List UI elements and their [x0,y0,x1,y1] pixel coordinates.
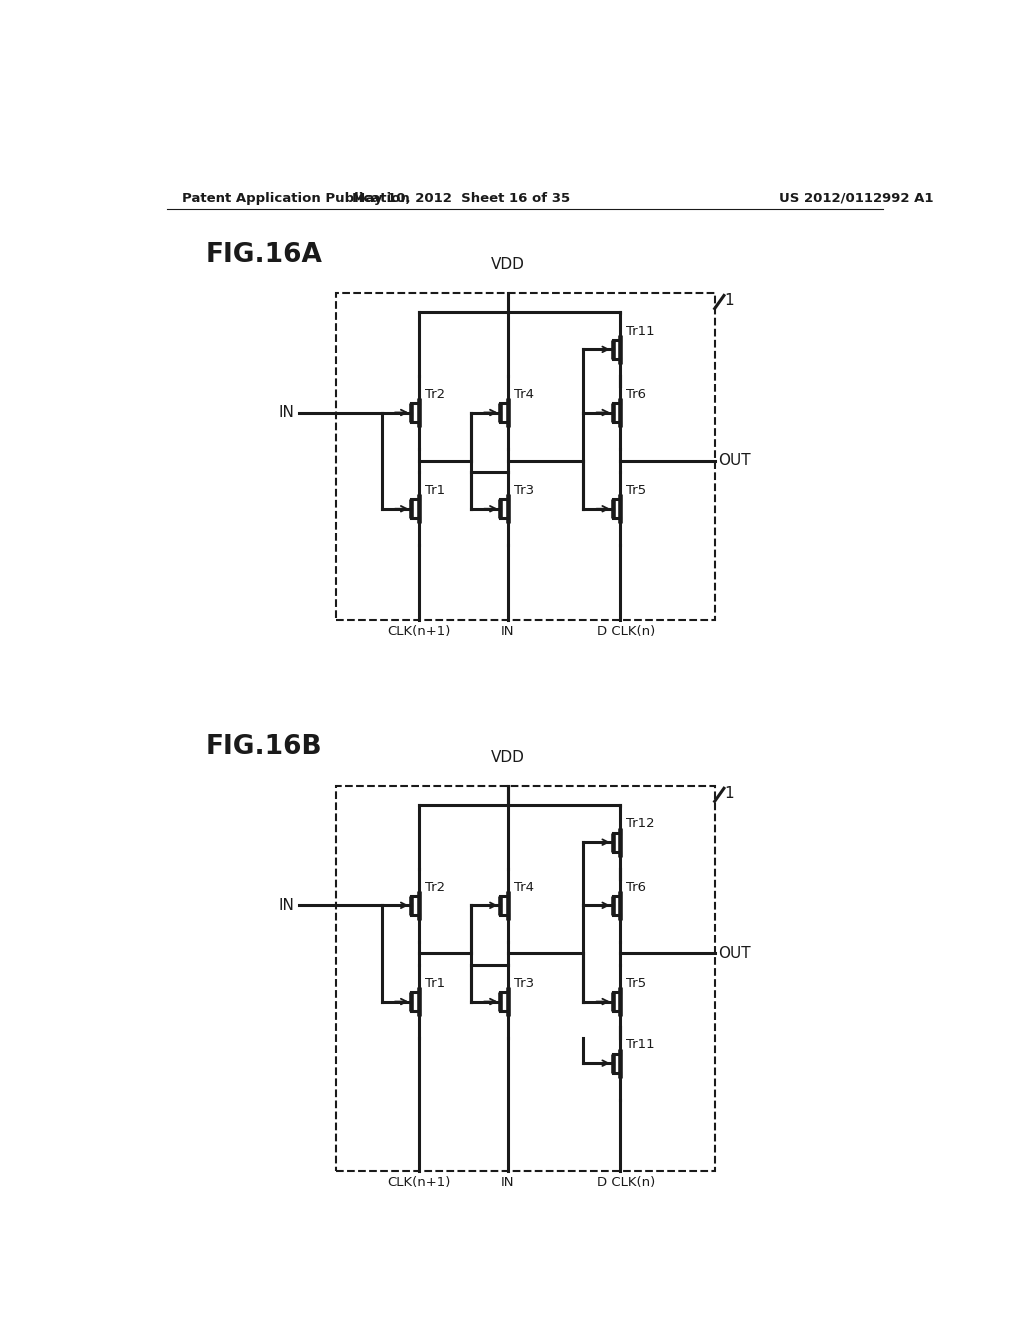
Text: FIG.16B: FIG.16B [206,734,323,760]
Text: IN: IN [501,1176,514,1188]
Text: OUT: OUT [719,946,752,961]
Text: Tr12: Tr12 [626,817,654,830]
Text: Tr6: Tr6 [626,388,646,401]
Text: Tr3: Tr3 [514,484,534,498]
Text: VDD: VDD [490,750,524,766]
Text: CLK(n+1): CLK(n+1) [387,626,451,638]
Text: Tr4: Tr4 [514,880,534,894]
Text: OUT: OUT [719,453,752,469]
Text: 1: 1 [725,293,734,309]
Text: D CLK(n): D CLK(n) [597,1176,655,1188]
Text: Tr11: Tr11 [626,325,654,338]
Text: VDD: VDD [490,257,524,272]
Text: Tr5: Tr5 [626,977,646,990]
Text: IN: IN [279,405,295,420]
Text: Tr2: Tr2 [425,388,444,401]
Text: Tr5: Tr5 [626,484,646,498]
Text: US 2012/0112992 A1: US 2012/0112992 A1 [779,191,934,205]
Text: May 10, 2012  Sheet 16 of 35: May 10, 2012 Sheet 16 of 35 [352,191,570,205]
Text: Tr11: Tr11 [626,1039,654,1052]
Text: IN: IN [501,626,514,638]
Text: IN: IN [279,898,295,913]
Text: Tr3: Tr3 [514,977,534,990]
Text: Tr4: Tr4 [514,388,534,401]
Text: D CLK(n): D CLK(n) [597,626,655,638]
Text: Tr1: Tr1 [425,484,444,498]
Text: FIG.16A: FIG.16A [206,242,323,268]
Text: CLK(n+1): CLK(n+1) [387,1176,451,1188]
Text: Tr2: Tr2 [425,880,444,894]
Text: 1: 1 [725,787,734,801]
Text: Patent Application Publication: Patent Application Publication [182,191,410,205]
Text: Tr1: Tr1 [425,977,444,990]
Text: Tr6: Tr6 [626,880,646,894]
